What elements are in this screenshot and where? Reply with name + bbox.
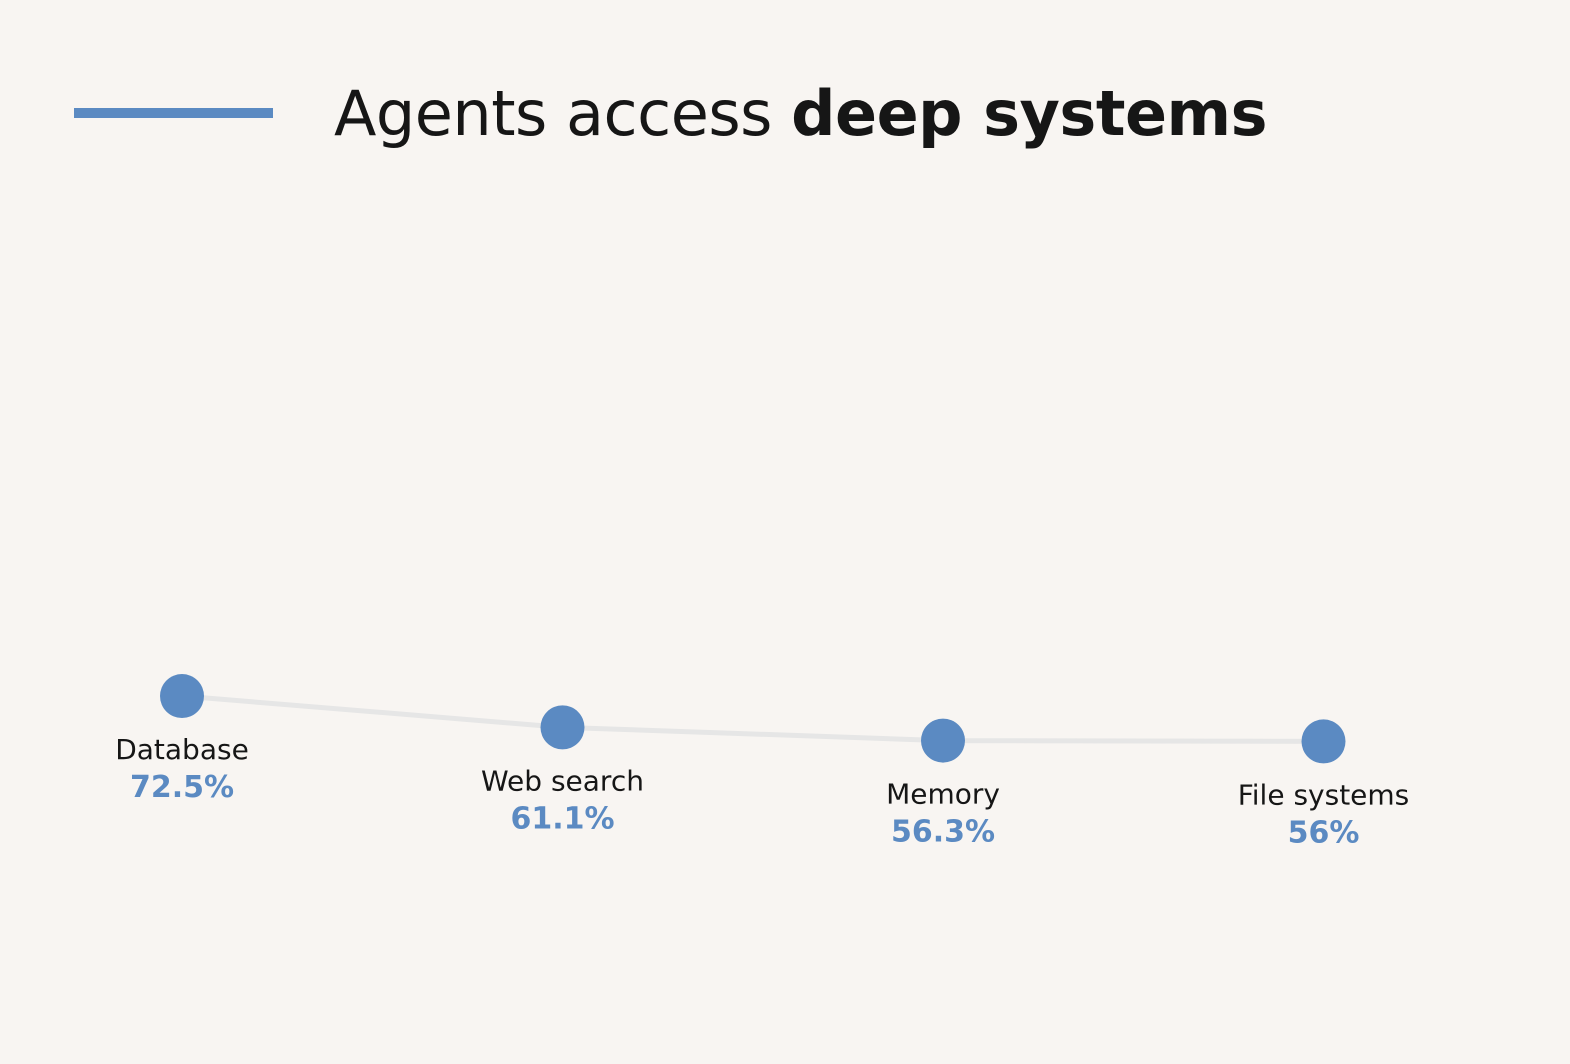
value-label-1: 72.5% [130,770,234,805]
data-point-3[interactable] [921,718,965,763]
series-line [179,693,1326,744]
value-label-3: 56.3% [891,815,995,850]
label-layer: Database 72.5% Web search 61.1% Memory 56.3% F… [115,733,1409,850]
chart-title: Agents access deep systems [334,76,1268,152]
category-label-2: Web search [481,764,644,797]
title-accent-bar [74,108,273,118]
category-label-3: Memory [886,778,1000,811]
value-label-4: 56% [1288,815,1360,850]
data-point-layer [160,674,1346,764]
value-label-2: 61.1% [510,801,614,836]
series-line-layer [179,693,1326,744]
data-point-2[interactable] [540,705,585,750]
category-label-1: Database [115,733,249,766]
data-point-1[interactable] [160,674,204,719]
data-point-4[interactable] [1301,719,1346,764]
chart-title-regular: Agents access [334,77,792,150]
category-label-4: File systems [1238,778,1410,811]
chart-title-bold: deep systems [791,77,1268,150]
